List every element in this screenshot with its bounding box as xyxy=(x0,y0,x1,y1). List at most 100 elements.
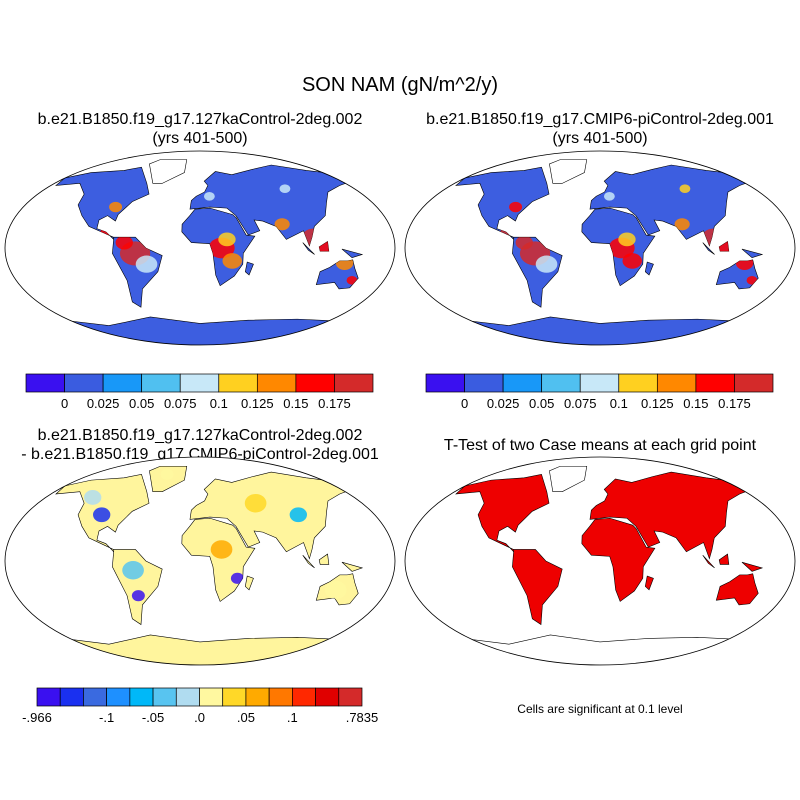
colorbar-label: 0.15 xyxy=(683,396,708,411)
land-africa xyxy=(581,517,656,602)
colorbar-box xyxy=(102,373,143,393)
colorbar-label: -.1 xyxy=(99,710,114,725)
land-new-guinea xyxy=(741,561,764,572)
map-panel-case2 xyxy=(404,150,796,346)
land-australia xyxy=(715,573,759,606)
map-border xyxy=(404,456,796,666)
land-north-america xyxy=(455,166,550,240)
map-panel-case1 xyxy=(4,150,396,346)
colorbar-panel2: 0 0.025 0.05 0.075 0.1 0.125 0.15 0.175 xyxy=(425,373,774,411)
land-greenland xyxy=(149,159,188,184)
land-south-america xyxy=(512,549,563,626)
colorbar-box xyxy=(656,373,697,393)
colorbar-label: .7835 xyxy=(346,710,379,725)
colorbar-box xyxy=(129,687,154,707)
field-patch xyxy=(84,490,102,505)
colorbar-label: 0 xyxy=(61,396,68,411)
colorbar-box xyxy=(175,687,200,707)
colorbar-box xyxy=(199,687,224,707)
colorbar-box xyxy=(152,687,177,707)
colorbar-label: 0.175 xyxy=(318,396,351,411)
colorbar-box xyxy=(106,687,131,707)
colorbar-label: 0.075 xyxy=(164,396,197,411)
map-border xyxy=(4,456,396,666)
panel2-subtitle: (yrs 401-500) xyxy=(552,130,648,147)
field-patch xyxy=(210,540,233,559)
field-patch xyxy=(679,184,691,194)
field-patch xyxy=(515,235,533,250)
colorbar-label: 0.1 xyxy=(210,396,228,411)
colorbar-diff: -.966 -.1 -.05 .0 .05 .1 .7835 xyxy=(22,687,379,725)
colorbar-box xyxy=(292,687,316,707)
map-panel-ttest xyxy=(404,456,796,666)
colorbar-box xyxy=(36,687,61,707)
colorbar-label: 0.1 xyxy=(610,396,628,411)
colorbar-label: 0.025 xyxy=(87,396,120,411)
colorbar-box xyxy=(245,687,270,707)
colorbar-box xyxy=(268,687,293,707)
field-patch xyxy=(674,218,690,231)
colorbar-box xyxy=(218,373,258,393)
colorbar-box xyxy=(179,373,220,393)
panel4-title: T-Test of two Case means at each grid po… xyxy=(443,437,757,454)
land-madagascar xyxy=(644,575,654,591)
significance-note: Cells are significant at 0.1 level xyxy=(517,702,683,716)
colorbar-label: 0.125 xyxy=(241,396,274,411)
colorbar-box xyxy=(502,373,543,393)
land-madagascar xyxy=(244,575,254,591)
field-patch xyxy=(160,468,174,480)
land-greenland xyxy=(549,465,588,492)
panel3-subtitle: - b.e21.B1850.f19_g17.CMIP6-piControl-2d… xyxy=(21,446,379,463)
colorbar-label: 0 xyxy=(461,396,468,411)
field-patch xyxy=(274,218,290,231)
colorbar-box xyxy=(315,687,340,707)
figure-title: SON NAM (gN/m^2/y) xyxy=(301,74,499,96)
field-patch xyxy=(244,493,267,513)
panel3-title: b.e21.B1850.f19_g17.127kaControl-2deg.00… xyxy=(37,427,363,444)
field-patch xyxy=(122,561,144,580)
land-sumatra xyxy=(302,555,315,569)
field-patch xyxy=(218,232,236,247)
land-madagascar xyxy=(644,261,654,276)
field-patch xyxy=(509,201,523,213)
colorbar-box xyxy=(579,373,620,393)
field-patch xyxy=(203,191,215,201)
land-eurasia xyxy=(589,471,753,560)
field-patch xyxy=(603,191,615,201)
colorbar-box xyxy=(256,373,297,393)
colorbar-label: 0.175 xyxy=(718,396,751,411)
field-patch xyxy=(618,232,636,247)
colorbar-label: 0.125 xyxy=(641,396,674,411)
field-patch xyxy=(535,255,558,273)
panel1-title: b.e21.B1850.f19_g17.127kaControl-2deg.00… xyxy=(37,111,363,128)
land-sumatra xyxy=(302,242,315,255)
field-patch xyxy=(230,572,244,584)
colorbar-label: 0.05 xyxy=(529,396,554,411)
colorbar-box xyxy=(334,373,374,393)
colorbar-box xyxy=(64,373,104,393)
land-eurasia xyxy=(189,164,353,247)
field-patch xyxy=(289,507,307,523)
colorbar-label: 0.15 xyxy=(283,396,308,411)
colorbar-label: .05 xyxy=(237,710,255,725)
field-patch xyxy=(115,235,133,250)
land-new-guinea xyxy=(741,248,764,259)
colorbar-label: 0.025 xyxy=(487,396,520,411)
colorbar-label: .0 xyxy=(194,710,205,725)
land-new-guinea xyxy=(341,248,364,259)
field-patch xyxy=(93,507,111,523)
colorbar-box xyxy=(464,373,504,393)
panel2-title: b.e21.B1850.f19_g17.CMIP6-piControl-2deg… xyxy=(426,111,774,128)
land-eurasia xyxy=(589,164,753,247)
colorbar-label: -.966 xyxy=(22,710,52,725)
map-panel-diff xyxy=(4,456,396,666)
land-madagascar xyxy=(244,261,254,276)
land-borneo xyxy=(718,553,730,565)
land-north-america xyxy=(55,166,150,240)
colorbar-box xyxy=(541,373,581,393)
map-border xyxy=(4,150,396,346)
land-north-america xyxy=(455,473,550,553)
colorbar-box xyxy=(141,373,181,393)
colorbar-box xyxy=(734,373,774,393)
